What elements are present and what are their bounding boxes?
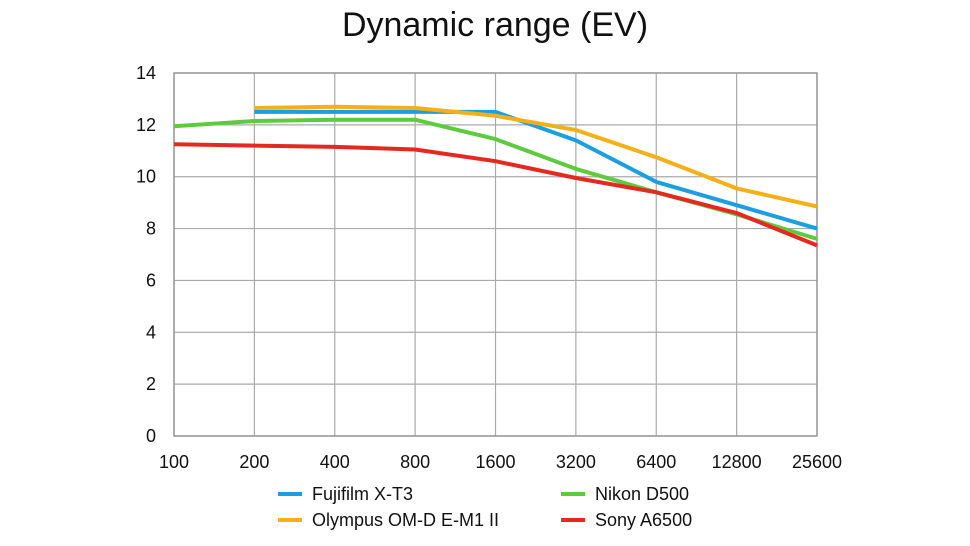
- x-tick-label-12800: 12800: [712, 452, 762, 472]
- legend: Fujifilm X-T3 Olympus OM-D E-M1 II Nikon D…: [278, 484, 692, 530]
- legend-label-olympus-om-d-e-m1-ii: Olympus OM-D E-M1 II: [312, 510, 499, 530]
- series-lines: [173, 104, 818, 248]
- x-tick-label-6400: 6400: [636, 452, 676, 472]
- y-tick-label-10: 10: [136, 167, 156, 187]
- legend-label-fujifilm-x-t3: Fujifilm X-T3: [312, 484, 413, 504]
- x-tick-label-200: 200: [239, 452, 269, 472]
- legend-label-nikon-d500: Nikon D500: [595, 484, 689, 504]
- x-tick-label-800: 800: [400, 452, 430, 472]
- plot-frame: [173, 72, 818, 437]
- series-line-sony-a6500: [173, 142, 818, 248]
- grid: [173, 72, 818, 437]
- x-tick-label-100: 100: [159, 452, 189, 472]
- y-tick-label-0: 0: [146, 426, 156, 446]
- y-tick-label-14: 14: [136, 63, 156, 83]
- legend-label-sony-a6500: Sony A6500: [595, 510, 692, 530]
- y-tick-label-4: 4: [146, 322, 156, 342]
- y-tick-label-12: 12: [136, 115, 156, 135]
- series-line-olympus-om-d-e-m1-ii: [254, 104, 818, 209]
- series-line-fujifilm-x-t3: [254, 109, 818, 231]
- x-tick-label-400: 400: [320, 452, 350, 472]
- y-tick-label-2: 2: [146, 374, 156, 394]
- y-tick-label-6: 6: [146, 270, 156, 290]
- x-tick-label-1600: 1600: [475, 452, 515, 472]
- y-axis-ticks: 0 2 4 6 8 10 12 14: [136, 63, 156, 446]
- chart-title: Dynamic range (EV): [341, 6, 649, 44]
- y-tick-label-8: 8: [146, 219, 156, 239]
- x-tick-label-25600: 25600: [792, 452, 842, 472]
- x-axis-ticks: 100 200 400 800 1600 3200 6400 12800 25600: [159, 452, 842, 472]
- x-tick-label-3200: 3200: [556, 452, 596, 472]
